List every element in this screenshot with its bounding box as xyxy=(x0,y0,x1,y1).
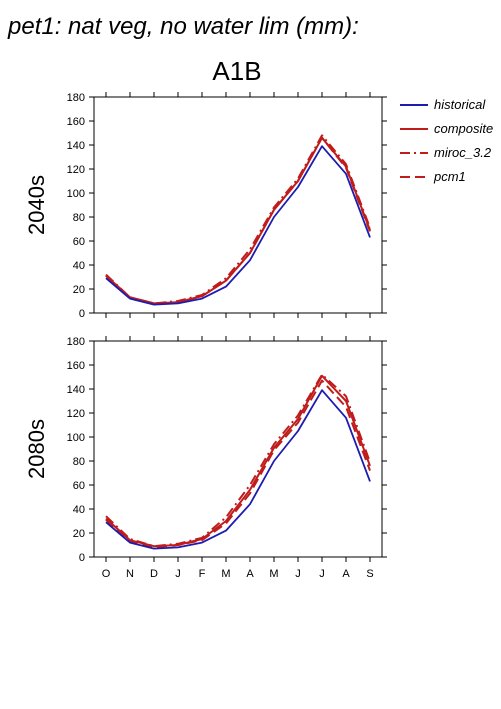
figure-title: pet1: nat veg, no water lim (mm): xyxy=(7,13,359,40)
x-tick-label: A xyxy=(246,568,254,580)
series-line-historical xyxy=(105,145,371,306)
scenario-title: A1B xyxy=(212,56,261,86)
legend: historical composite miroc_3.2 pcm1 xyxy=(400,97,493,184)
series-line-composite xyxy=(105,374,371,548)
y-tick-label: 80 xyxy=(73,456,85,468)
y-tick-label: 40 xyxy=(73,260,85,272)
panel-row-label: 2040s xyxy=(24,175,49,235)
chart-panel-1: 0 20 40 60 80 100 120 140 160 180 2040s xyxy=(24,92,387,320)
y-tick-label: 140 xyxy=(67,384,85,396)
x-tick-label: O xyxy=(102,568,111,580)
x-tick-label: A xyxy=(342,568,350,580)
y-tick-label: 180 xyxy=(67,92,85,104)
y-tick-label: 180 xyxy=(67,336,85,348)
x-tick-label: F xyxy=(199,568,206,580)
chart-panels: 0 20 40 60 80 100 120 140 160 180 2040s 0 20 40 60 80 10… xyxy=(24,92,387,580)
series-line-pcm1 xyxy=(105,379,371,549)
legend-item: miroc_3.2 xyxy=(400,145,492,160)
y-tick-label: 120 xyxy=(67,164,85,176)
y-tick-label: 100 xyxy=(67,188,85,200)
y-tick-label: 0 xyxy=(79,552,85,564)
panel-row-label: 2080s xyxy=(24,419,49,479)
y-tick-label: 80 xyxy=(73,212,85,224)
y-tick-label: 20 xyxy=(73,528,85,540)
plot-frame xyxy=(93,340,383,558)
legend-item: pcm1 xyxy=(400,169,466,184)
legend-label: miroc_3.2 xyxy=(434,145,492,160)
x-tick-label: J xyxy=(295,568,301,580)
series-line-pcm1 xyxy=(105,136,371,305)
x-tick-label: N xyxy=(126,568,134,580)
y-tick-label: 40 xyxy=(73,504,85,516)
x-tick-label: S xyxy=(366,568,373,580)
legend-label: composite xyxy=(434,121,493,136)
x-tick-label: M xyxy=(221,568,230,580)
series-line-miroc-3-2 xyxy=(105,134,371,305)
x-tick-label: M xyxy=(269,568,278,580)
x-tick-label: D xyxy=(150,568,158,580)
y-tick-label: 60 xyxy=(73,480,85,492)
y-tick-label: 160 xyxy=(67,360,85,372)
legend-item: historical xyxy=(400,97,486,112)
y-tick-label: 120 xyxy=(67,408,85,420)
series-line-composite xyxy=(105,136,371,305)
series-line-historical xyxy=(105,389,371,550)
legend-label: pcm1 xyxy=(433,169,466,184)
chart-panel-2: 0 20 40 60 80 100 120 140 160 180 O N D J F M A M J J A S 2080… xyxy=(24,336,387,580)
legend-item: composite xyxy=(400,121,493,136)
y-tick-label: 0 xyxy=(79,308,85,320)
y-tick-label: 160 xyxy=(67,116,85,128)
x-tick-label: J xyxy=(175,568,181,580)
y-tick-label: 100 xyxy=(67,432,85,444)
y-tick-label: 60 xyxy=(73,236,85,248)
plot-frame xyxy=(93,96,383,314)
y-tick-label: 140 xyxy=(67,140,85,152)
x-tick-label: J xyxy=(319,568,325,580)
y-tick-label: 20 xyxy=(73,284,85,296)
legend-label: historical xyxy=(434,97,486,112)
